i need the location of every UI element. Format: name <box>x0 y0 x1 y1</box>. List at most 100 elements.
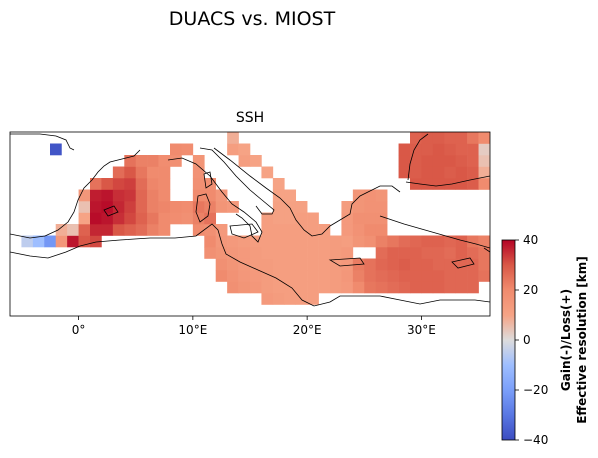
heatmap-cell <box>147 166 159 179</box>
heatmap-cell <box>364 212 377 225</box>
heatmap-cell <box>284 270 297 282</box>
heatmap-cell <box>250 235 262 248</box>
heatmap-cell <box>272 258 285 271</box>
heatmap-cell <box>318 258 331 271</box>
heatmap-cell <box>307 258 319 271</box>
heatmap-cell <box>227 143 239 156</box>
heatmap-cell <box>295 281 308 294</box>
heatmap-cell <box>192 178 205 190</box>
heatmap-cell <box>341 212 354 225</box>
heatmap-cell <box>364 201 377 213</box>
heatmap-cell <box>21 235 34 248</box>
heatmap-cell <box>421 247 434 259</box>
coastline-iberia <box>10 149 141 239</box>
colorbar-tick-label: 0 <box>523 333 531 347</box>
heatmap-cell <box>421 235 434 248</box>
coastline-north-africa <box>10 223 490 307</box>
heatmap-cell <box>455 235 468 248</box>
heatmap-cell <box>375 270 388 282</box>
heatmap-cell <box>432 258 445 271</box>
heatmap-cell <box>284 247 297 259</box>
heatmap-cell <box>444 281 457 294</box>
heatmap-cell <box>204 212 217 225</box>
heatmap-cell <box>147 155 159 167</box>
heatmap-cell <box>432 270 445 282</box>
heatmap-cell <box>238 270 251 282</box>
heatmap-cell <box>387 235 399 248</box>
coastline-black-sea-south <box>405 175 490 187</box>
x-tick-label: 10°E <box>178 323 207 337</box>
heatmap-cell <box>375 281 388 294</box>
heatmap-cell <box>432 281 445 294</box>
heatmap-cell <box>192 201 205 213</box>
heatmap-cell <box>67 224 79 236</box>
heatmap-cell <box>147 201 159 213</box>
heatmap-cells <box>21 132 490 305</box>
heatmap-cell <box>467 281 479 294</box>
heatmap-cell <box>284 189 297 202</box>
heatmap-cell <box>112 189 125 202</box>
heatmap-cell <box>307 235 319 248</box>
heatmap-cell <box>410 178 422 190</box>
heatmap-cell <box>410 132 422 144</box>
heatmap-cell <box>398 258 411 271</box>
coastline-turkey-south <box>379 215 490 249</box>
coastline-crete <box>328 257 365 267</box>
heatmap-cell <box>181 143 194 156</box>
heatmap-cell <box>215 224 228 236</box>
heatmap-cell <box>330 247 342 259</box>
heatmap-cell <box>432 235 445 248</box>
heatmap-cell <box>261 166 274 179</box>
heatmap-cell <box>307 270 319 282</box>
heatmap-cell <box>330 235 342 248</box>
heatmap-cell <box>478 247 490 259</box>
heatmap-cell <box>215 270 228 282</box>
heatmap-cell <box>432 166 445 179</box>
heatmap-cell <box>227 281 239 294</box>
heatmap-cell <box>387 281 399 294</box>
heatmap-cell <box>204 201 217 213</box>
heatmap-cell <box>410 270 422 282</box>
heatmap-cell <box>307 247 319 259</box>
heatmap-cell <box>364 270 377 282</box>
heatmap-cell <box>215 189 228 202</box>
coastlines <box>10 133 490 307</box>
heatmap-cell <box>158 212 171 225</box>
coastline-balearics <box>103 205 119 217</box>
colorbar-tick-label: −20 <box>523 383 548 397</box>
heatmap-cell <box>410 155 422 167</box>
heatmap-cell <box>432 132 445 144</box>
heatmap-cell <box>170 155 182 167</box>
heatmap-cell <box>50 143 62 156</box>
heatmap-cell <box>421 281 434 294</box>
heatmap-cell <box>295 201 308 213</box>
colorbar-label-line2: Effective resolution [km] <box>575 256 589 424</box>
heatmap-cell <box>284 281 297 294</box>
heatmap-cell <box>261 293 274 305</box>
heatmap-cell <box>112 224 125 236</box>
heatmap-cell <box>341 258 354 271</box>
x-axis: 0° 10°E 20°E 30°E <box>72 316 436 337</box>
heatmap-cell <box>467 270 479 282</box>
heatmap-cell <box>204 224 217 236</box>
heatmap-cell <box>444 143 457 156</box>
heatmap-cell <box>238 155 251 167</box>
heatmap-cell <box>352 270 365 282</box>
heatmap-cell <box>227 235 239 248</box>
heatmap-cell <box>112 212 125 225</box>
heatmap-cell <box>204 247 217 259</box>
heatmap-cell <box>261 212 274 225</box>
heatmap-cell <box>261 281 274 294</box>
heatmap-cell <box>135 178 148 190</box>
heatmap-cell <box>444 166 457 179</box>
coastline-sicily <box>229 223 259 239</box>
heatmap-cell <box>272 212 285 225</box>
heatmap-cell <box>124 178 137 190</box>
heatmap-cell <box>478 270 490 282</box>
coastline-balkans <box>213 147 401 237</box>
heatmap-cell <box>101 178 114 190</box>
heatmap-cell <box>318 224 331 236</box>
heatmap-cell <box>215 247 228 259</box>
heatmap-cell <box>90 224 102 236</box>
heatmap-cell <box>158 166 171 179</box>
